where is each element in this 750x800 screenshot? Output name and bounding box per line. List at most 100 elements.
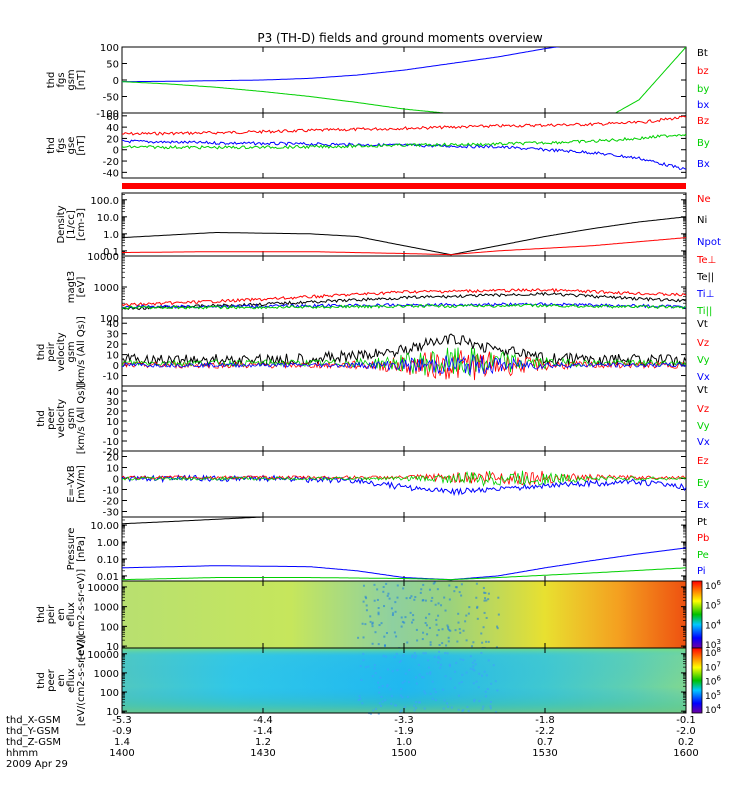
spectrogram-cell	[448, 584, 451, 587]
spectrogram-cell	[487, 592, 490, 595]
panel-frame	[121, 516, 687, 582]
y-tick-label: 20	[106, 453, 119, 464]
spectrogram-cell	[358, 695, 361, 698]
y-tick-label: 10	[106, 351, 119, 362]
y-axis-label-line: Pressure	[66, 528, 77, 571]
spectrogram-cell	[402, 654, 405, 657]
spectrogram-cell	[429, 671, 432, 674]
spectrogram-cell	[396, 596, 399, 599]
spectrogram-cell	[365, 609, 368, 612]
spectrogram-cell	[414, 656, 417, 659]
y-axis-label-line: [nPa]	[76, 536, 87, 562]
x-tick-label: 1500	[391, 748, 416, 759]
y-tick-label: -30	[103, 508, 119, 519]
legend-entry: Ni	[697, 215, 707, 226]
ephemeris-value: 1.4	[114, 737, 130, 748]
y-axis-label: thd peir velocity gsm [km/s (All Qs)]	[36, 316, 87, 388]
y-tick-label: -10	[103, 437, 119, 448]
spectrogram-cell	[437, 661, 440, 664]
spectrogram-cell	[458, 628, 461, 631]
spectrogram-cell	[497, 613, 500, 616]
y-axis-label-line: [km/s (All Qs)]	[76, 383, 87, 455]
spectrogram-cell	[469, 655, 472, 658]
spectrogram-cell	[420, 676, 423, 679]
spectrogram-cell	[393, 656, 396, 659]
y-tick-label: 100	[100, 43, 119, 54]
legend-entry: Pt	[697, 517, 707, 528]
spectrogram-cell	[374, 672, 377, 675]
spectrogram-cell	[437, 655, 440, 658]
spectrogram-cell	[476, 605, 479, 608]
spectrogram-cell	[459, 631, 462, 634]
legend-entry: By	[697, 138, 710, 149]
y-tick-label: 10000	[87, 650, 119, 661]
spectrogram-cell	[378, 702, 381, 705]
y-tick-label: -50	[103, 93, 119, 104]
legend-entry: Bz	[697, 116, 709, 127]
spectrogram-cell	[487, 640, 490, 643]
spectrogram-cell	[459, 658, 462, 661]
series-group	[122, 288, 686, 311]
spectrogram-cell	[473, 669, 476, 672]
y-tick-label: 1000	[94, 283, 119, 294]
spectrogram-cell	[431, 680, 434, 683]
spectrogram-cell	[360, 678, 363, 681]
spectrogram-cell	[416, 639, 419, 642]
y-tick-label: 40	[106, 319, 119, 330]
spectrogram-cell	[374, 631, 377, 634]
y-tick-label: 60	[106, 112, 119, 123]
spectrogram-cell	[426, 633, 429, 636]
spectrogram-cell	[401, 620, 404, 623]
colorbar-tick-label: 105	[705, 689, 721, 702]
spectrogram-cell	[468, 606, 471, 609]
legend-entry: Bt	[697, 48, 708, 59]
y-axis-label-line: peer	[46, 406, 57, 430]
panel-frame	[121, 192, 687, 257]
spectrogram-cell	[486, 688, 489, 691]
spectrogram-cell	[406, 695, 409, 698]
spectrogram-cell	[383, 635, 386, 638]
spectrogram-cell	[422, 652, 425, 655]
spectrogram-cell	[481, 708, 484, 711]
y-tick-label: 0.10	[97, 555, 119, 566]
spectrogram-cell	[454, 670, 457, 673]
spectrogram-cell	[423, 707, 426, 710]
y-tick-label: 0	[113, 146, 119, 157]
spectrogram-cell	[377, 712, 380, 715]
x-axis-unit-label: hhmm	[6, 748, 38, 759]
spectrogram-cell	[428, 613, 431, 616]
spectrogram-cell	[492, 664, 495, 667]
y-axis-label-line: thd	[46, 72, 57, 89]
y-tick-label: 10.0	[97, 213, 119, 224]
spectrogram-cell	[386, 685, 389, 688]
spectrogram-cell	[369, 712, 372, 715]
y-tick-label: 100	[100, 622, 119, 633]
series-line-bx	[122, 47, 561, 83]
series-line-By	[122, 133, 686, 150]
y-tick-label: 10	[106, 707, 119, 718]
spectrogram-cell	[362, 600, 365, 603]
spectrogram-cell	[462, 629, 465, 632]
legend-entry: Pi	[697, 566, 706, 577]
y-axis-label-line: [eV/(cm2-s-sr-eV)]	[76, 569, 87, 660]
y-axis-label-line: peir	[46, 604, 57, 624]
series-line-Ti⊥	[122, 302, 686, 309]
spectrogram-cell	[448, 628, 451, 631]
spectrogram-cell	[436, 634, 439, 637]
spectrogram-cell	[428, 626, 431, 629]
spectrogram-cell	[495, 711, 498, 714]
y-tick-label: -20	[103, 157, 119, 168]
spectrogram-cell	[489, 705, 492, 708]
spectrogram-cell	[453, 590, 456, 593]
panel-fgs-gsm: -100 -50 0 50 100 thd fgs gsm [nT] Bt bz by bx	[46, 43, 709, 120]
spectrogram-cell	[454, 629, 457, 632]
y-tick-label: 0	[113, 427, 119, 438]
spectrogram-cell	[448, 664, 451, 667]
spectrogram-cell	[364, 595, 367, 598]
spectrogram-cell	[400, 616, 403, 619]
spectrogram-cell	[381, 685, 384, 688]
spectrogram-cell	[384, 655, 387, 658]
spectrogram-cell	[435, 623, 438, 626]
spectrogram-cell	[476, 617, 479, 620]
